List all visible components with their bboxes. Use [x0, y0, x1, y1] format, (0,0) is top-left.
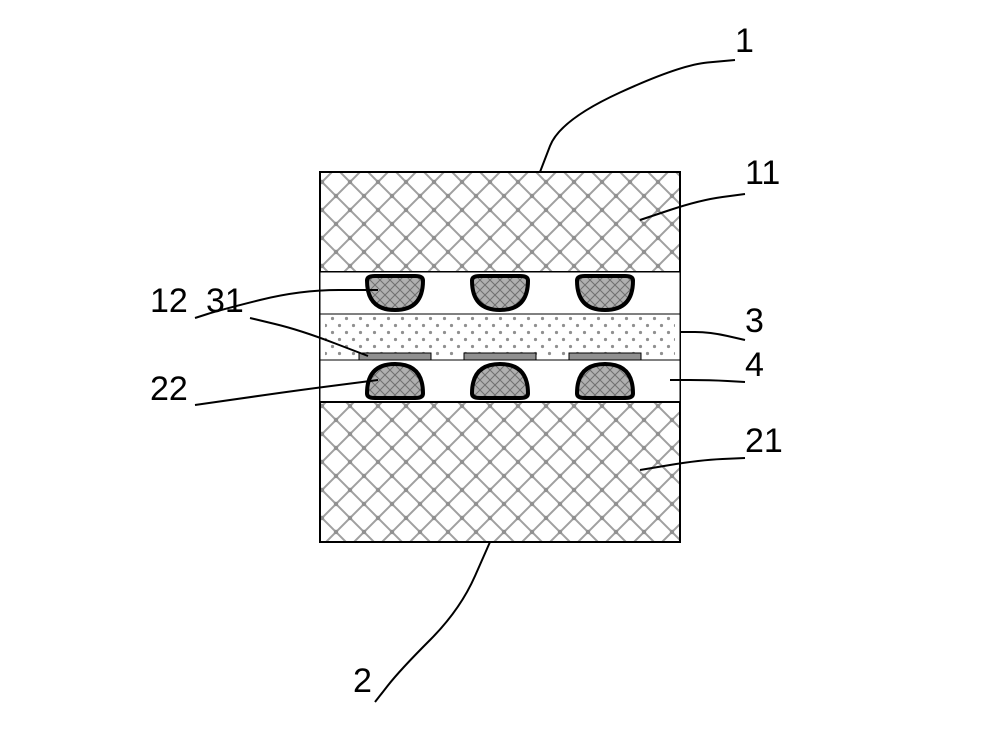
bump-12-1 — [472, 276, 528, 310]
label-l21: 21 — [745, 422, 783, 460]
layer-21 — [320, 402, 680, 542]
label-l3: 3 — [745, 302, 764, 340]
layer-3 — [325, 316, 675, 358]
label-l11: 11 — [745, 154, 780, 192]
bump-12-0 — [367, 276, 423, 310]
pad-31-0 — [359, 353, 431, 360]
label-l12: 12 — [150, 282, 188, 320]
pad-31-1 — [464, 353, 536, 360]
bump-22-1 — [472, 364, 528, 398]
label-l2: 2 — [353, 662, 372, 700]
pad-31-2 — [569, 353, 641, 360]
label-l1: 1 — [735, 22, 754, 60]
diagram-root: 11134211231222 — [0, 0, 1000, 746]
label-l22: 22 — [150, 370, 188, 408]
leader-l2 — [375, 542, 490, 702]
label-l4: 4 — [745, 346, 764, 384]
leader-l4 — [670, 380, 745, 382]
bump-22-2 — [577, 364, 633, 398]
leader-l3 — [680, 332, 745, 340]
bump-12-2 — [577, 276, 633, 310]
leader-l1 — [540, 60, 735, 172]
layer-11 — [320, 172, 680, 272]
label-l31: 31 — [206, 282, 244, 320]
diagram-svg: 11134211231222 — [0, 0, 1000, 746]
